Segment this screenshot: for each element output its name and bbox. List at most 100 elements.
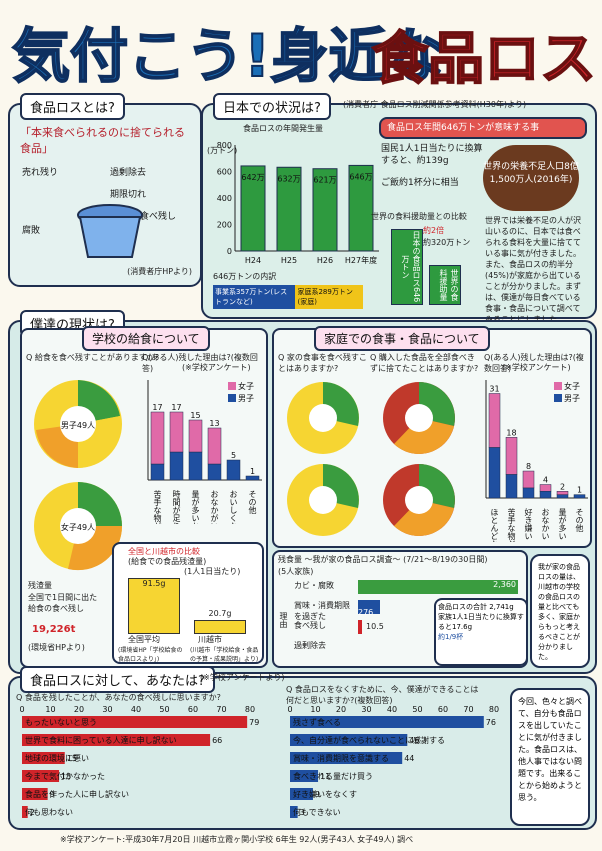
school-q1: Q 給食を食べ残すことがありますか? [26,353,160,362]
bar-女子 [539,484,552,492]
x-tick-label: 0 [287,705,292,714]
title-art: 気付こう!身近な 食品ロス [11,21,597,93]
total-label: 15 [190,411,200,420]
y-tick-label: 800 [217,141,232,150]
x-tick-label: 60 [188,705,198,714]
leftover-label: 残渣量 [28,581,52,590]
home-pie-boys-2 [383,382,455,455]
category-label: 食品を作った人に申し訳ない [25,789,129,799]
item-excess-removal: 過剰除去 [110,168,147,178]
value-label: 66 [212,736,222,745]
category-label: 食べきれる量だけ買う [293,771,373,781]
survey-box: 残食量 〜我が家の食品ロス調査〜 (7/21〜8/19の30日間) (5人家族)… [272,550,528,668]
survey-bar-leftover [358,620,362,634]
x-tick-label: おなかいっぱい [541,508,550,542]
compare-bar-kawagoe: 20.7g [194,609,246,634]
value-label: 2 [30,808,35,817]
bar-男子 [226,459,241,481]
survey-row-1: 賞味・消費期限を過ぎた [294,601,350,621]
compare-unit: (1人1日当たり) [184,567,241,576]
school-boys-label: 男子49人 [61,421,95,430]
bar-男子 [245,475,260,481]
data-label: 632万 [277,174,300,183]
annual-chart-title: 食品ロスの年間発生量 [243,124,323,133]
category-label: 何もできない [293,807,341,817]
bar [290,716,484,728]
x-tick-label: 0 [19,705,24,714]
total-label: 31 [489,384,499,393]
compare-value-kawagoe: 20.7g [208,609,232,618]
total-label: 8 [526,462,531,471]
x-tick-label: 量が多い [558,508,567,540]
bar [290,752,403,764]
bar-男子 [150,463,165,481]
value-label: 13 [61,772,71,781]
category-label: 地球の環境に悪い [25,753,89,763]
home-note: (※学校アンケート) [502,363,571,372]
total-label: 5 [231,451,236,460]
legend-swatch [228,394,236,402]
total-label: 17 [152,403,162,412]
bar-男子 [207,463,222,481]
annual-loss-chart: 0 200 400 600 800 642万 H24 632万 H25 621万 H26 646万 H2… [217,141,379,265]
value-label: 79 [249,718,259,727]
x-tick-label: 40 [131,705,141,714]
x-tick-label: 苦手な物だったから [507,507,516,542]
home-pie-boys-1 [287,382,359,454]
x-tick-label: H24 [245,256,261,265]
category-label: 世界で食料に困っている人達に申し訳ない [25,735,177,745]
compare-sub: (給食での食品残渣量) [128,557,207,566]
value-label: 11 [320,772,330,781]
aid-text: 世界では栄養不足の人が沢山いるのに、日本では食べられる食料を大量に捨てている事に… [485,216,582,324]
compare-bar-national: 91.5g [128,578,180,634]
bar [22,752,65,764]
x-tick-label: おなかがいっぱいだから [210,490,219,524]
bar-女子 [207,427,222,465]
title-part2: 食品ロス [372,27,596,92]
x-tick-label: 50 [159,705,169,714]
total-label: 1 [250,467,255,476]
bar-女子 [522,470,535,489]
bar [22,734,211,746]
x-tick-label: 10 [310,705,320,714]
us-panel: 僕達の現状は? 学校の給食について Q 給食を食べ残すことがありますか? Q(あ… [8,310,597,674]
survey-title: 残食量 〜我が家の食品ロス調査〜 (7/21〜8/19の30日間) [278,555,488,564]
x-tick-label: 時間が足りないから [172,490,181,524]
legend-swatch [554,394,562,402]
x-tick-label: 80 [489,705,499,714]
compare-note-national: (環境省HP「学校給食の食品ロスより」) [118,647,183,663]
trash-bin-icon [77,204,143,258]
aid-ratio: 約2倍 [423,226,445,235]
value-label: 46 [409,736,419,745]
x-tick-label: 80 [245,705,255,714]
home-box: 家庭での食事・食品について Q 家の食事を食べ残すことはありますか? Q 購入し… [272,326,592,548]
legend-label: 女子 [564,381,580,391]
aid-japan-bar: 日本の食品ロス646万トン [391,229,423,305]
compare-value-national: 91.5g [142,579,166,588]
bar-男子 [488,447,501,499]
value-label: 76 [486,718,496,727]
x-tick-label: 好き嫌い [524,507,533,540]
compare-note-kawagoe: (川越市「学校給食・食品の予算・成果説明」より) [190,647,259,663]
bar-男子 [556,494,569,499]
total-label: 1 [577,486,582,495]
x-tick-label: 30 [102,705,112,714]
aid-comparison: 日本の食品ロス646万トン 世界の食料援助量 約2倍 約320万トン [371,225,479,305]
school-girls-label: 女子49人 [61,522,95,532]
survey-row-2: 食べ残し [294,621,326,630]
y-tick-label: 600 [217,168,232,177]
survey-value-0: 2,360 [493,580,516,589]
compare-label-national: 全国平均 [128,635,160,644]
category-label: 残さず食べる [293,717,341,727]
x-tick-label: 苦手な物があるから [153,489,162,524]
feelings-chart: 0 10 20 30 40 50 60 70 80 もったいないと思う 79 世界で食料に困っている人… [19,705,259,818]
japan-header: 日本での状況は? [213,93,331,120]
bar-女子 [488,393,501,448]
bar [276,166,302,252]
bar [240,165,266,252]
x-tick-label: その他 [248,490,257,515]
y-tick-label: 200 [217,221,232,230]
business-segment: 事業系357万トン(レストランなど) [213,285,296,309]
bar [290,770,319,782]
item-rotten: 腐敗 [22,226,41,236]
